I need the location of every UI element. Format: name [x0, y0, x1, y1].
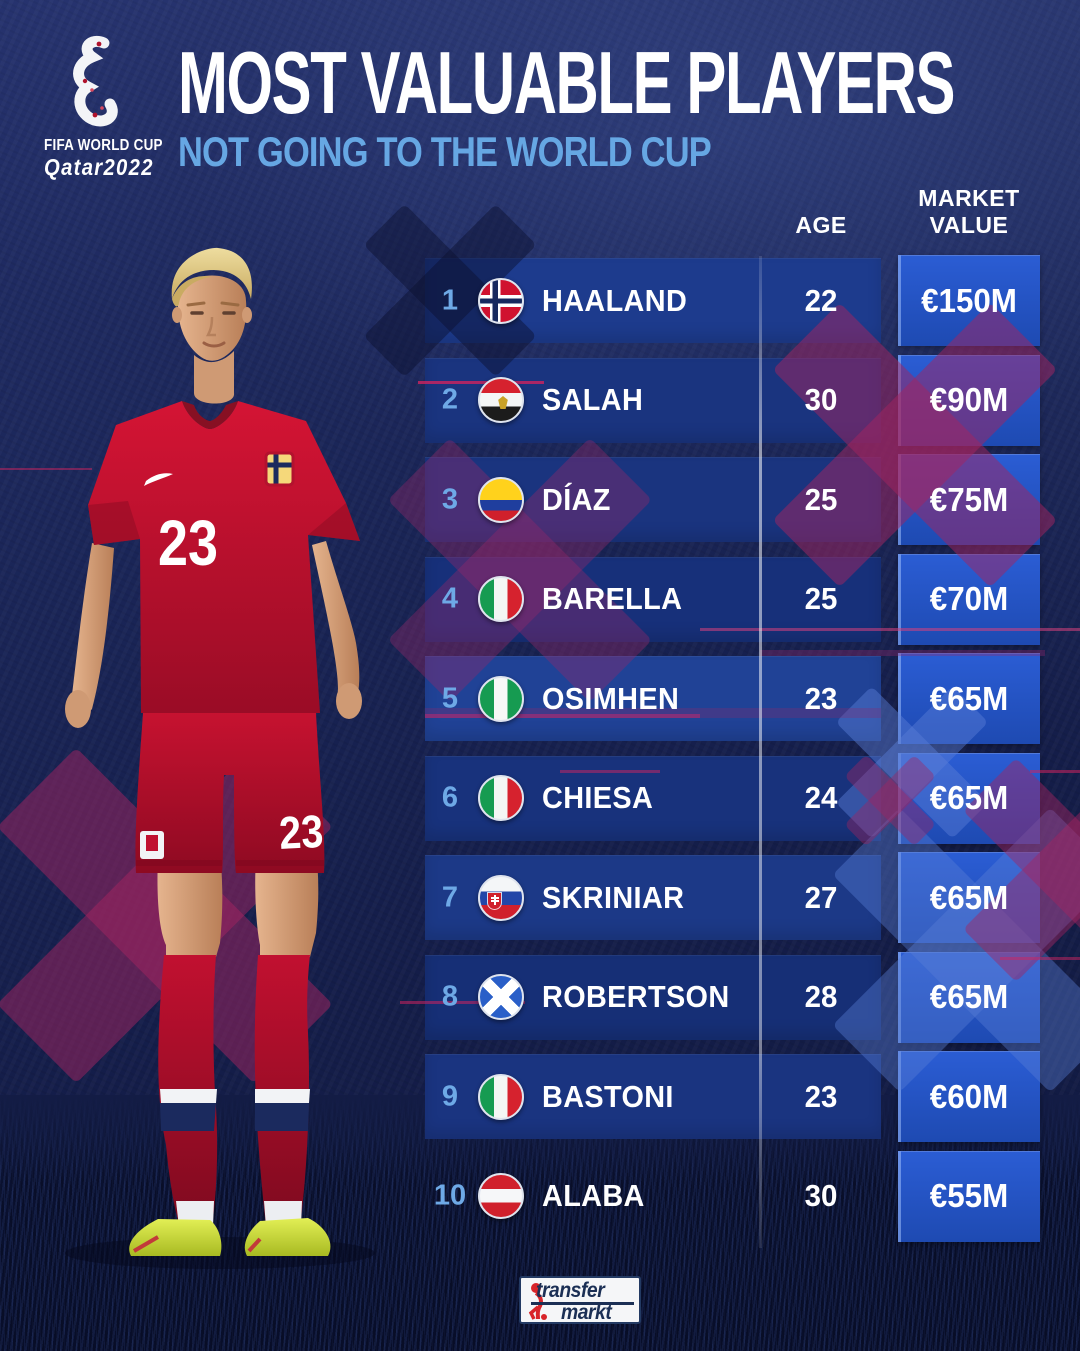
market-value-label: €75M [929, 480, 1009, 518]
transfermarkt-logo: transfer markt [519, 1276, 641, 1324]
qatar-2022-label: Qatar2022 [44, 154, 154, 180]
age-value: 25 [804, 581, 838, 616]
market-value-cell [898, 255, 1040, 346]
haaland-player-photo: 23 23 [65, 247, 375, 1269]
italy-flag [478, 775, 524, 821]
table-row: 8 ROBERTSON 28 €65M [425, 955, 1040, 1040]
age-value: 30 [804, 382, 838, 417]
rank-label: 1 [441, 284, 459, 316]
nigeria-flag [478, 675, 524, 722]
market-value-cell [898, 653, 1040, 744]
rank-label: 2 [441, 383, 459, 416]
age-value: 23 [804, 1078, 838, 1114]
brand-rule [531, 1302, 634, 1305]
table-row: 10 ALABA 30 €55M [425, 1154, 1040, 1239]
player-name: SKRINIAR [542, 879, 685, 915]
page-subtitle: NOT GOING TO THE WORLD CUP [178, 128, 712, 175]
player-name: ALABA [542, 1178, 645, 1213]
fifa-world-cup-logo: FIFA WORLD CUP Qatar2022 [44, 34, 194, 181]
table-row: 7 SKRINIAR 27 €65M [425, 855, 1040, 940]
market-value-cell [898, 752, 1040, 844]
rank-label: 5 [441, 682, 459, 714]
column-header-market-value: MARKET VALUE [918, 185, 1020, 238]
market-value-label: €65M [929, 978, 1009, 1015]
table-row: 9 BASTONI 23 €60M [425, 1054, 1040, 1139]
market-value-label: €60M [929, 1077, 1009, 1115]
age-value: 30 [804, 1178, 838, 1213]
rank-label: 6 [441, 781, 459, 814]
page-title: MOST VALUABLE PLAYERS [178, 33, 955, 132]
brand-line-1: transfer [536, 1279, 605, 1302]
colombia-flag [478, 476, 524, 523]
table-row: 5 OSIMHEN 23 €65M [425, 656, 1040, 741]
slovakia-crest [488, 892, 501, 909]
svg-text:23: 23 [278, 805, 325, 859]
table-row: 4 BARELLA 25 €70M [425, 557, 1040, 642]
rank-label: 8 [441, 980, 459, 1013]
italy-flag [478, 1073, 524, 1120]
rank-label: 4 [441, 582, 459, 615]
market-value-cell [898, 454, 1040, 545]
market-value-cell [898, 951, 1040, 1043]
scotland-flag [478, 974, 524, 1020]
player-name: BASTONI [542, 1078, 674, 1114]
table-row: 6 CHIESA 24 €65M [425, 756, 1040, 841]
player-name: OSIMHEN [542, 680, 680, 716]
age-value: 27 [804, 879, 838, 915]
column-header-age: AGE [795, 212, 847, 238]
player-name: CHIESA [542, 780, 654, 815]
market-value-label: €150M [921, 281, 1017, 319]
market-value-label: €65M [929, 878, 1009, 916]
austria-flag [478, 1173, 524, 1219]
age-value: 28 [804, 979, 838, 1014]
age-value: 25 [804, 481, 838, 517]
market-value-label: €70M [929, 580, 1009, 617]
market-value-label: €65M [929, 779, 1009, 816]
qatar-2022-emblem-icon [73, 36, 118, 127]
player-name: ROBERTSON [542, 979, 730, 1014]
table-row: 3 DÍAZ 25 €75M [425, 457, 1040, 542]
market-value-label: €90M [929, 381, 1009, 418]
rank-label: 7 [441, 881, 459, 913]
market-value-cell [898, 1051, 1040, 1142]
slovakia-flag [478, 874, 524, 921]
market-value-label: €55M [929, 1177, 1009, 1214]
player-name: SALAH [542, 382, 644, 417]
egypt-flag [478, 377, 524, 423]
player-name: DÍAZ [542, 481, 611, 517]
market-value-label: €65M [929, 679, 1009, 717]
rank-label: 9 [441, 1080, 459, 1112]
table-row: 1 HAALAND 22 €150M [425, 258, 1040, 343]
column-divider [759, 256, 762, 1248]
age-value: 23 [804, 680, 838, 716]
age-value: 22 [804, 282, 838, 318]
fifa-world-cup-label: FIFA WORLD CUP [44, 137, 163, 154]
table-row: 2 SALAH 30 €90M [425, 358, 1040, 443]
transfermarkt-player-icon [528, 1283, 547, 1320]
norway-flag [478, 277, 524, 324]
age-value: 24 [804, 780, 838, 815]
header-titles: MOST VALUABLE PLAYERS NOT GOING TO THE W… [178, 37, 1078, 175]
egypt-eagle [498, 396, 508, 409]
brand-line-2: markt [561, 1301, 612, 1324]
italy-flag [478, 576, 524, 622]
player-name: HAALAND [542, 282, 688, 318]
player-name: BARELLA [542, 581, 683, 616]
svg-text:23: 23 [158, 507, 218, 579]
market-value-cell [898, 852, 1040, 943]
market-value-cell [898, 354, 1040, 446]
rank-label: 3 [441, 483, 459, 515]
market-value-cell [898, 1150, 1040, 1242]
rank-label: 10 [433, 1179, 467, 1212]
